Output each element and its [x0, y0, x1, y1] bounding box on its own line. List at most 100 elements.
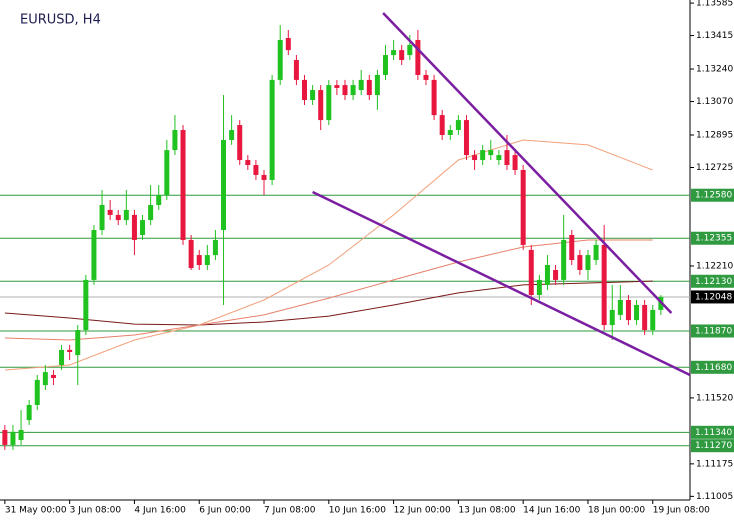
level-label: 1.11340 — [695, 428, 732, 438]
candle-body — [423, 74, 429, 80]
candle-body — [164, 150, 170, 196]
candle-body — [196, 255, 202, 266]
candle-body — [601, 244, 607, 326]
candle-body — [285, 38, 291, 51]
candle-body — [326, 85, 332, 121]
candle-body — [642, 304, 648, 331]
candle-body — [577, 255, 583, 270]
x-tick-label: 4 Jun 16:00 — [134, 506, 186, 516]
candle-body — [504, 150, 510, 166]
y-tick-label: 1.12210 — [696, 261, 733, 271]
y-tick-label: 1.13585 — [696, 0, 733, 9]
candle-body — [253, 165, 259, 175]
candle-body — [318, 90, 324, 121]
candle-body — [188, 239, 194, 269]
level-label: 1.12355 — [695, 234, 732, 244]
level-label-box — [691, 360, 734, 374]
x-tick-label: 13 Jun 08:00 — [458, 506, 515, 516]
candle-body — [569, 234, 575, 261]
candle-body — [131, 214, 137, 240]
candle-body — [439, 115, 445, 135]
level-label-box — [691, 425, 734, 439]
y-tick-label: 1.11175 — [696, 459, 733, 469]
candle-body — [334, 85, 340, 88]
level-label: 1.12130 — [695, 277, 732, 287]
candle-body — [34, 379, 40, 405]
candle-body — [310, 90, 316, 100]
level-label-box — [691, 274, 734, 288]
candle-body — [593, 244, 599, 261]
candle-body — [237, 125, 243, 161]
candle-body — [50, 374, 56, 379]
trendline — [312, 190, 691, 377]
x-tick-label: 7 Jun 08:00 — [264, 506, 316, 516]
moving-average — [4, 239, 653, 341]
candle-body — [488, 150, 494, 156]
candle-body — [140, 220, 146, 235]
level-label-box — [691, 324, 734, 338]
candle-body — [447, 130, 453, 135]
candle-body — [634, 304, 640, 321]
candle-body — [455, 120, 461, 131]
x-tick-label: 12 Jun 00:00 — [394, 506, 451, 516]
moving-average — [4, 280, 653, 326]
candle-body — [269, 79, 275, 180]
x-tick-label: 19 Jun 08:00 — [653, 506, 710, 516]
candle-body — [553, 269, 559, 280]
candle-body — [399, 50, 405, 61]
level-label: 1.11680 — [695, 363, 732, 373]
moving-average — [4, 139, 653, 371]
level-label-box — [691, 439, 734, 453]
x-tick-label: 10 Jun 16:00 — [329, 506, 386, 516]
candle-body — [212, 239, 218, 256]
x-tick-label: 31 May 00:00 — [5, 506, 67, 516]
current-price-label: 1.12048 — [695, 292, 732, 302]
candle-body — [528, 249, 534, 296]
candle-body — [520, 169, 526, 245]
candle-body — [83, 279, 89, 331]
candle-body — [42, 372, 48, 386]
candle-body — [342, 85, 348, 96]
candle-body — [59, 349, 65, 366]
candle-body — [407, 44, 413, 56]
candle-body — [617, 300, 623, 315]
y-tick-label: 1.11520 — [696, 393, 733, 403]
candle-body — [18, 430, 24, 440]
y-tick-label: 1.11005 — [696, 492, 733, 502]
y-tick-label: 1.13240 — [696, 65, 733, 75]
candle-body — [204, 255, 210, 266]
x-tick-label: 18 Jun 00:00 — [588, 506, 645, 516]
candle-body — [391, 50, 397, 56]
candle-body — [350, 85, 356, 96]
candle-body — [229, 130, 235, 140]
candle-body — [544, 265, 550, 285]
candle-body — [221, 139, 227, 231]
candle-body — [561, 239, 567, 280]
x-tick-label: 14 Jun 16:00 — [523, 506, 580, 516]
x-tick-label: 6 Jun 00:00 — [199, 506, 251, 516]
candle-body — [366, 79, 372, 96]
level-label: 1.12580 — [695, 191, 732, 201]
candle-body — [382, 55, 388, 75]
candle-body — [67, 349, 73, 353]
chart-title: EURUSD, H4 — [20, 13, 101, 28]
candle-body — [2, 430, 8, 445]
y-tick-label: 1.13415 — [696, 31, 733, 41]
candle-body — [180, 130, 186, 240]
candle-body — [463, 120, 469, 156]
level-label-box — [691, 231, 734, 245]
candle-body — [99, 204, 105, 231]
candle-body — [123, 209, 129, 221]
candle-body — [107, 209, 113, 215]
candle-body — [91, 230, 97, 280]
candle-body — [156, 195, 162, 205]
candle-body — [75, 330, 81, 356]
candle-body — [512, 155, 518, 170]
candle-body — [625, 300, 631, 321]
candle-body — [302, 79, 308, 100]
candle-body — [115, 214, 121, 221]
candle-body — [480, 150, 486, 161]
candle-body — [172, 130, 178, 151]
